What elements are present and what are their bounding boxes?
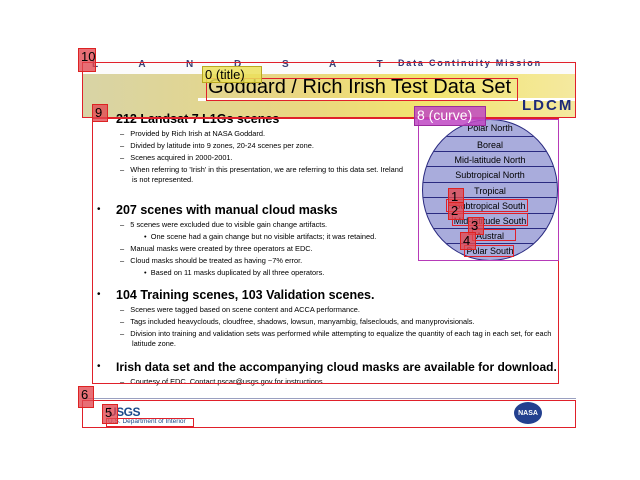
annotation-box-curve — [418, 119, 559, 261]
latitude-zone-diagram: Polar North Boreal Mid-latitude North Su… — [422, 119, 558, 261]
nasa-logo: NASA — [514, 402, 542, 424]
department-text: U.S. Department of Interior — [108, 418, 186, 425]
footer-divider — [82, 398, 576, 399]
annotation-box-10 — [82, 62, 576, 118]
annotation-box-1 — [446, 199, 528, 212]
annotation-box-4 — [464, 245, 514, 257]
ldcm-logo-text: LDCM — [522, 97, 574, 114]
section-2: 207 scenes with manual cloud masks – 5 s… — [100, 203, 560, 278]
list-item: – Scenes were tagged based on scene cont… — [120, 305, 360, 314]
zone-subtropical-south: Subtropical South — [423, 197, 557, 213]
bullet-marker: • — [97, 289, 101, 300]
list-item: – Provided by Rich Irish at NASA Goddard… — [120, 129, 266, 138]
footer-band — [82, 400, 576, 428]
section-1: 212 Landsat 7 L1Gs scenes – Provided by … — [100, 112, 420, 185]
list-item: • Based on 11 masks duplicated by all th… — [144, 268, 325, 277]
zone-boreal: Boreal — [423, 136, 557, 152]
section-4: Irish data set and the accompanying clou… — [100, 360, 562, 387]
section-3: 104 Training scenes, 103 Validation scen… — [100, 288, 562, 349]
list-item: – Divided by latitude into 9 zones, 20-2… — [120, 141, 314, 150]
section-heading: 104 Training scenes, 103 Validation scen… — [116, 288, 375, 302]
zone-austral: Austral — [423, 228, 557, 243]
zone-polar-north: Polar North — [467, 123, 513, 133]
annotation-tag-6: 6 — [78, 386, 94, 408]
section-heading: Irish data set and the accompanying clou… — [116, 360, 557, 374]
list-item: – Manual masks were created by three ope… — [120, 244, 313, 253]
list-item: – Division into training and validation … — [120, 329, 552, 348]
list-item: – Cloud masks should be treated as havin… — [120, 256, 303, 265]
section-heading: 212 Landsat 7 L1Gs scenes — [116, 112, 280, 126]
zone-tropical: Tropical — [423, 182, 557, 198]
annotation-tag-5: 5 — [102, 404, 118, 424]
zone-mid-latitude-north: Mid-latitude North — [423, 151, 557, 167]
annotation-tag-10: 10 — [78, 48, 96, 72]
bullet-marker: • — [97, 204, 101, 215]
annotation-box-5 — [106, 418, 194, 427]
annotation-box-6 — [82, 400, 576, 428]
zone-polar-south: Polar South — [423, 243, 557, 260]
landsat-logo-text: L A N D S A T — [92, 59, 402, 70]
zone-subtropical-north: Subtropical North — [423, 166, 557, 182]
header-divider — [198, 98, 576, 101]
annotation-tag-2: 2 — [448, 202, 464, 220]
list-item: – Scenes acquired in 2000-2001. — [120, 153, 233, 162]
list-item: – 5 scenes were excluded due to visible … — [120, 220, 328, 229]
list-item: – Tags included heavyclouds, cloudfree, … — [120, 317, 475, 326]
section-heading: 207 scenes with manual cloud masks — [116, 203, 338, 217]
annotation-tag-4: 4 — [460, 232, 476, 250]
annotation-tag-title: 0 (title) — [202, 66, 262, 83]
slide-title: Goddard / Rich Irish Test Data Set — [208, 76, 512, 98]
list-item: – When referring to 'Irish' in this pres… — [120, 165, 403, 184]
annotation-box-title — [206, 78, 518, 101]
annotation-tag-9: 9 — [92, 104, 108, 122]
annotation-tag-3: 3 — [468, 217, 484, 235]
mission-text: Data Continuity Mission — [398, 58, 542, 68]
annotation-tag-curve: 8 (curve) — [414, 106, 486, 126]
bullet-marker: • — [97, 361, 101, 372]
list-item: – Courtesy of EDC. Contact pscar@usgs.go… — [120, 377, 325, 386]
list-item: • One scene had a gain change but no vis… — [144, 232, 377, 241]
